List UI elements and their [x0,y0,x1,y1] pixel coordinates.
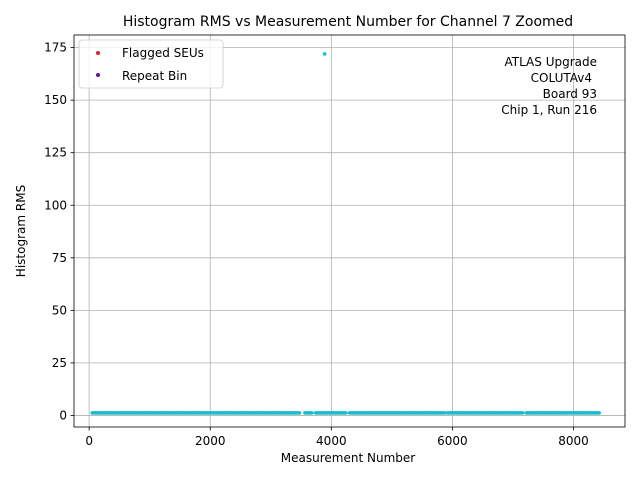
y-tick-label: 25 [52,356,67,370]
chart-title: Histogram RMS vs Measurement Number for … [123,14,573,30]
annotation-line-3: Board 93 [543,87,597,101]
legend-box [78,39,224,89]
data-point [597,411,602,415]
x-tick-label: 8000 [558,434,589,448]
y-tick-label: 50 [52,303,67,317]
x-axis: 0 2000 4000 6000 8000 [85,427,589,448]
legend-label-repeat-bin: Repeat Bin [122,69,187,83]
x-tick-label: 4000 [316,434,347,448]
grid [74,35,625,427]
legend-marker-repeat-bin [96,73,100,77]
annotation-line-1: ATLAS Upgrade [504,55,597,69]
x-axis-label: Measurement Number [281,451,415,465]
annotation: ATLAS Upgrade COLUTAv4 Board 93 Chip 1, … [501,55,597,117]
data-point [344,411,348,415]
y-axis: 0 25 50 75 100 125 150 175 [44,41,74,422]
outlier-point [322,52,327,56]
annotation-line-4: Chip 1, Run 216 [501,103,597,117]
x-tick-label: 2000 [195,434,226,448]
y-tick-label: 125 [44,146,67,160]
data-point [310,411,314,415]
y-tick-label: 100 [44,198,67,212]
y-tick-label: 175 [44,41,67,55]
y-tick-label: 150 [44,93,67,107]
y-tick-label: 0 [59,408,67,422]
annotation-line-2: COLUTAv4 [531,71,592,85]
x-tick-label: 0 [85,434,93,448]
y-axis-label: Histogram RMS [14,185,28,277]
y-tick-label: 75 [52,251,67,265]
data-points [90,52,602,415]
legend-marker-flagged-seus [96,51,100,55]
plot-frame [73,34,626,428]
data-point [443,411,447,415]
legend-label-flagged-seus: Flagged SEUs [122,46,204,60]
data-point [297,411,302,415]
data-point [521,411,525,415]
legend: Flagged SEUs Repeat Bin [78,39,224,89]
x-tick-label: 6000 [437,434,468,448]
